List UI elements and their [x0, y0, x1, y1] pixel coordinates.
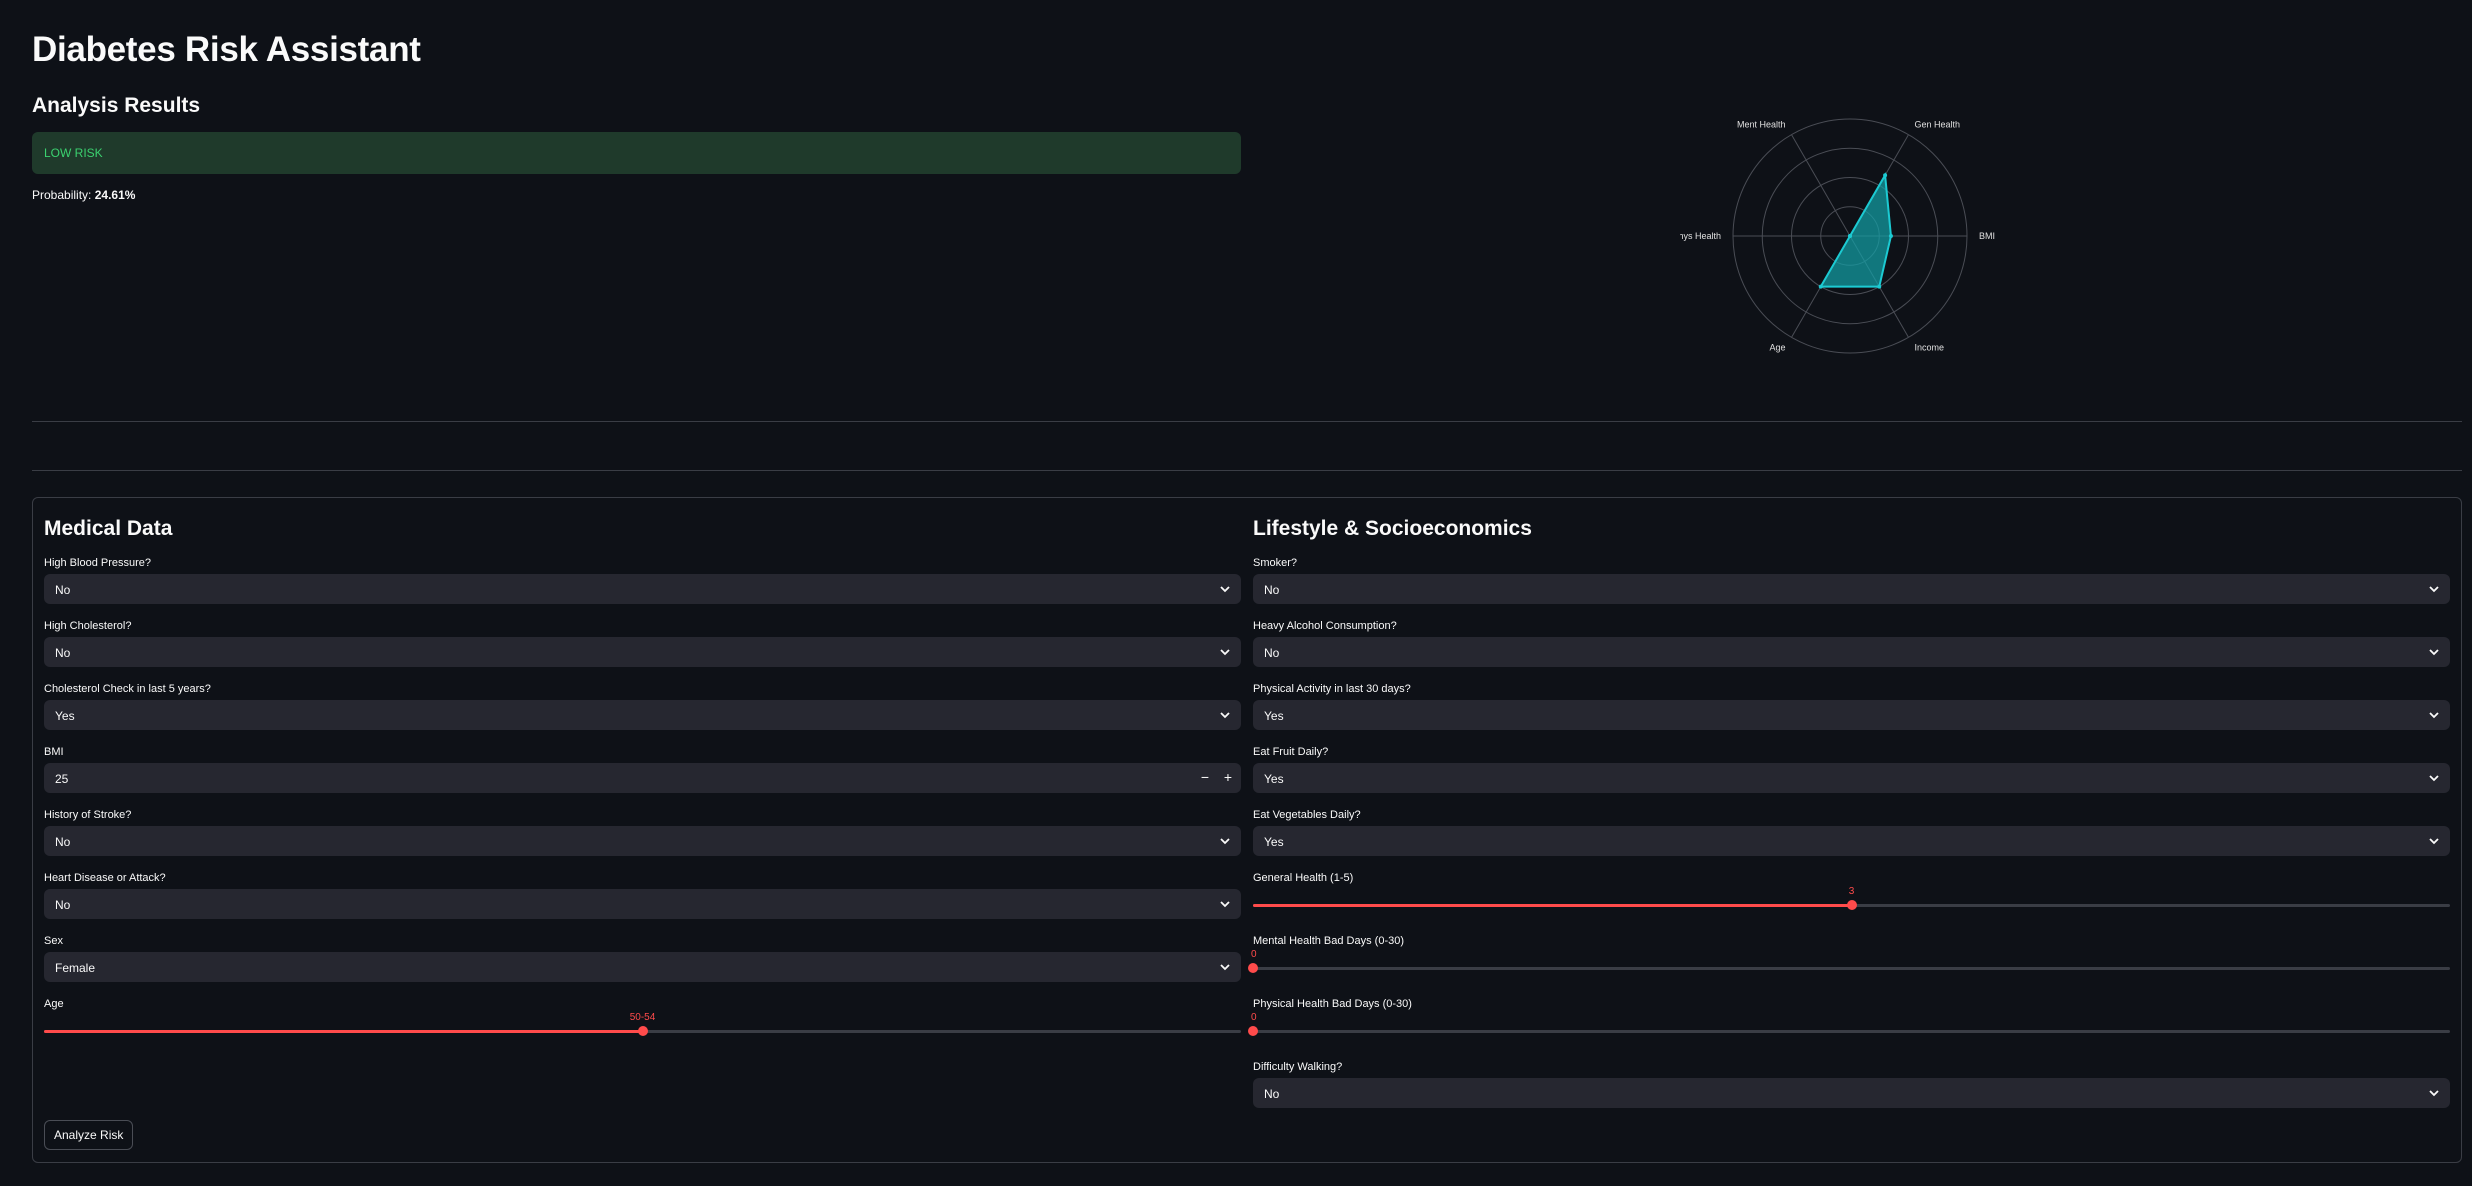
slider-thumb[interactable]	[1248, 1026, 1258, 1036]
chevron-down-icon	[1220, 901, 1230, 908]
field-label: Smoker?	[1253, 557, 1298, 569]
alcohol-select[interactable]: No	[1253, 637, 2450, 667]
field-label: History of Stroke?	[44, 809, 132, 821]
select-value: Yes	[1264, 772, 1284, 786]
radar-axis-label: BMI	[1979, 231, 1995, 241]
heart-disease-select[interactable]: No	[44, 889, 1241, 919]
field-label: High Cholesterol?	[44, 620, 132, 632]
slider-thumb[interactable]	[1846, 900, 1857, 910]
field-label: General Health (1-5)	[1253, 872, 1354, 884]
select-value: No	[1264, 1087, 1280, 1101]
select-value: No	[55, 583, 71, 597]
field-label: Physical Activity in last 30 days?	[1253, 683, 1411, 695]
bmi-increment-button[interactable]: +	[1223, 769, 1232, 785]
chevron-down-icon	[2429, 838, 2439, 845]
medical-heading: Medical Data	[44, 517, 173, 540]
chevron-down-icon	[1220, 649, 1230, 656]
divider	[32, 470, 2462, 471]
smoker-select[interactable]: No	[1253, 574, 2450, 604]
radar-axis-line	[1791, 134, 1851, 237]
age-slider[interactable]: 50-54	[44, 1012, 1241, 1036]
field-label: Eat Vegetables Daily?	[1253, 809, 1361, 821]
field-label: Sex	[44, 935, 63, 947]
select-value: Yes	[1264, 709, 1284, 723]
slider-value: 3	[1848, 886, 1855, 897]
chevron-down-icon	[1220, 838, 1230, 845]
select-value: No	[1264, 646, 1280, 660]
high-cholesterol-select[interactable]: No	[44, 637, 1241, 667]
risk-label: LOW RISK	[44, 146, 103, 160]
risk-radar-chart: BMI Gen Health Ment Health Phys Health Age In…	[1680, 118, 1995, 354]
select-value: No	[55, 835, 71, 849]
lifestyle-heading: Lifestyle & Socioeconomics	[1253, 517, 1532, 540]
slider-value: 50-54	[629, 1012, 656, 1023]
field-label: Difficulty Walking?	[1253, 1061, 1343, 1073]
chevron-down-icon	[1220, 586, 1230, 593]
bmi-number-input[interactable]: 25 − +	[44, 763, 1241, 793]
slider-fill	[1253, 904, 1852, 907]
select-value: No	[55, 646, 71, 660]
field-label: Heart Disease or Attack?	[44, 872, 166, 884]
field-label: Age	[44, 998, 64, 1010]
fruit-select[interactable]: Yes	[1253, 763, 2450, 793]
select-value: No	[55, 898, 71, 912]
radar-axis-label: Age	[1769, 343, 1785, 353]
input-form	[32, 497, 2462, 1163]
field-label: Physical Health Bad Days (0-30)	[1253, 998, 1412, 1010]
radar-axis-label: Gen Health	[1915, 119, 1961, 129]
chevron-down-icon	[1220, 964, 1230, 971]
radar-point	[1848, 234, 1852, 238]
probability-text: Probability: 24.61%	[32, 188, 135, 202]
difficulty-walking-select[interactable]: No	[1253, 1078, 2450, 1108]
slider-value: 0	[1251, 1012, 1257, 1023]
field-label: Heavy Alcohol Consumption?	[1253, 620, 1397, 632]
field-label: BMI	[44, 746, 64, 758]
field-label: Eat Fruit Daily?	[1253, 746, 1329, 758]
general-health-slider[interactable]: 3	[1253, 886, 2450, 910]
physical-activity-select[interactable]: Yes	[1253, 700, 2450, 730]
bmi-value: 25	[55, 772, 69, 786]
vegetables-select[interactable]: Yes	[1253, 826, 2450, 856]
chevron-down-icon	[2429, 775, 2439, 782]
radar-axis-label: Income	[1915, 343, 1945, 353]
divider	[32, 421, 2462, 422]
select-value: Yes	[1264, 835, 1284, 849]
radar-point	[1818, 284, 1823, 289]
risk-alert: LOW RISK	[32, 132, 1241, 174]
slider-value: 0	[1251, 949, 1257, 960]
field-label: Cholesterol Check in last 5 years?	[44, 683, 211, 695]
radar-axis-label: Phys Health	[1680, 231, 1721, 241]
select-value: Female	[55, 961, 96, 975]
analyze-risk-button[interactable]: Analyze Risk	[44, 1120, 134, 1150]
radar-series-area	[1819, 171, 1892, 288]
select-value: Yes	[55, 709, 75, 723]
field-label: High Blood Pressure?	[44, 557, 152, 569]
radar-point	[1888, 234, 1893, 238]
results-heading: Analysis Results	[32, 94, 201, 117]
cholesterol-check-select[interactable]: Yes	[44, 700, 1241, 730]
slider-thumb[interactable]	[637, 1026, 648, 1036]
mental-health-slider[interactable]: 0	[1248, 949, 2450, 973]
slider-thumb[interactable]	[1248, 963, 1258, 973]
chevron-down-icon	[2429, 649, 2439, 656]
probability-label: Probability:	[32, 188, 92, 202]
field-label: Mental Health Bad Days (0-30)	[1253, 935, 1405, 947]
page-title: Diabetes Risk Assistant	[32, 30, 421, 69]
chevron-down-icon	[2429, 1090, 2439, 1097]
bmi-decrement-button[interactable]: −	[1200, 769, 1209, 785]
radar-point	[1877, 284, 1882, 289]
stroke-select[interactable]: No	[44, 826, 1241, 856]
slider-fill	[44, 1030, 643, 1033]
radar-axis-label: Ment Health	[1737, 119, 1786, 129]
chevron-down-icon	[2429, 586, 2439, 593]
chevron-down-icon	[1220, 712, 1230, 719]
select-value: No	[1264, 583, 1280, 597]
high-blood-pressure-select[interactable]: No	[44, 574, 1241, 604]
radar-point	[1883, 173, 1888, 178]
probability-value: 24.61%	[94, 188, 136, 202]
sex-select[interactable]: Female	[44, 952, 1241, 982]
physical-health-slider[interactable]: 0	[1248, 1012, 2450, 1036]
chevron-down-icon	[2429, 712, 2439, 719]
